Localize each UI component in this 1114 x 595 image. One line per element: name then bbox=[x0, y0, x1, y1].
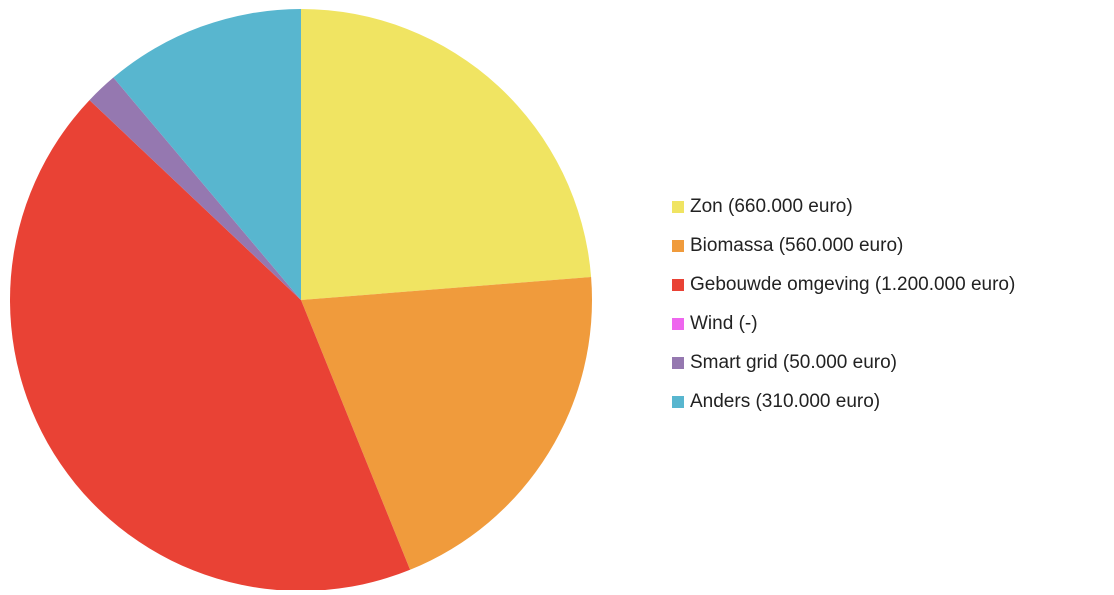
legend-label: Anders (310.000 euro) bbox=[690, 391, 880, 412]
legend-label: Smart grid (50.000 euro) bbox=[690, 352, 897, 373]
legend-label: Zon (660.000 euro) bbox=[690, 196, 853, 217]
legend-swatch bbox=[672, 240, 684, 252]
legend-swatch bbox=[672, 357, 684, 369]
legend-label: Wind (-) bbox=[690, 313, 758, 334]
legend-label: Biomassa (560.000 euro) bbox=[690, 235, 903, 256]
legend-swatch bbox=[672, 279, 684, 291]
pie-slice bbox=[301, 9, 592, 300]
legend-swatch bbox=[672, 201, 684, 213]
pie-slice bbox=[9, 100, 411, 592]
pie-slice bbox=[89, 77, 301, 300]
legend-swatch bbox=[672, 318, 684, 330]
pie-slice bbox=[301, 277, 593, 570]
pie-slice bbox=[113, 9, 301, 300]
legend-label: Gebouwde omgeving (1.200.000 euro) bbox=[690, 274, 1015, 295]
legend-swatch bbox=[672, 396, 684, 408]
